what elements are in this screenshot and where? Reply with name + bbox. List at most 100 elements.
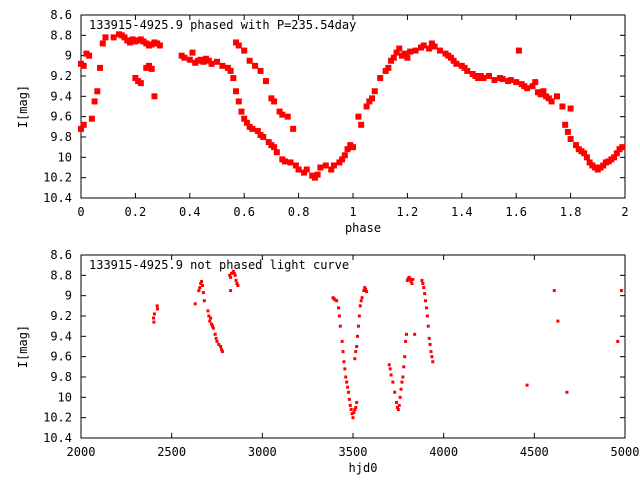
data-point xyxy=(303,166,310,173)
data-point xyxy=(355,345,359,348)
data-point xyxy=(189,49,196,56)
data-point xyxy=(152,320,156,324)
x-tick-label: 0.6 xyxy=(233,205,255,219)
data-point xyxy=(224,64,231,71)
data-point xyxy=(396,45,403,52)
data-point xyxy=(389,373,393,377)
data-point xyxy=(213,332,217,336)
data-point xyxy=(453,60,460,67)
data-point xyxy=(565,390,569,394)
data-point xyxy=(336,306,340,310)
data-point xyxy=(564,128,571,135)
x-tick-label: 4500 xyxy=(520,445,549,459)
data-point xyxy=(257,67,264,74)
data-point xyxy=(210,324,214,328)
data-point xyxy=(410,281,414,285)
data-point xyxy=(290,125,297,132)
data-point xyxy=(198,286,202,290)
data-point xyxy=(529,83,536,90)
data-point xyxy=(616,339,620,343)
x-tick-label: 5000 xyxy=(611,445,640,459)
data-point xyxy=(525,383,529,387)
x-tick-label: 0.4 xyxy=(179,205,201,219)
plot-frame xyxy=(80,254,626,439)
data-point xyxy=(344,375,348,379)
data-point xyxy=(408,277,412,281)
data-point xyxy=(507,77,514,84)
data-point xyxy=(430,355,434,359)
data-point xyxy=(450,57,457,64)
data-point xyxy=(201,291,205,295)
data-point xyxy=(413,332,417,336)
data-point xyxy=(271,144,278,151)
data-point xyxy=(619,144,626,151)
data-point xyxy=(567,105,574,112)
x-tick-label: 0.2 xyxy=(125,205,147,219)
data-point xyxy=(356,324,360,328)
data-point xyxy=(369,95,376,102)
data-point xyxy=(333,298,337,302)
data-point xyxy=(330,162,337,169)
x-axis-label: hjd0 xyxy=(349,461,378,475)
data-point xyxy=(235,98,242,105)
y-tick-label: 10.4 xyxy=(43,191,72,205)
data-point xyxy=(231,269,235,273)
y-tick-label: 10.2 xyxy=(43,411,72,425)
data-point xyxy=(181,54,188,61)
data-point xyxy=(407,48,414,55)
data-point xyxy=(364,288,368,292)
data-point xyxy=(346,390,350,394)
x-tick-label: 3500 xyxy=(339,445,368,459)
data-point xyxy=(148,65,155,72)
data-points xyxy=(152,269,623,420)
chart-title: 133915-4925.9 not phased light curve xyxy=(89,258,349,272)
data-point xyxy=(337,314,341,318)
x-tick-label: 1.6 xyxy=(505,205,527,219)
data-point xyxy=(276,108,283,115)
data-point xyxy=(422,286,426,290)
data-point xyxy=(405,278,409,282)
data-point xyxy=(328,166,335,173)
y-tick-label: 9 xyxy=(65,49,72,63)
data-point xyxy=(491,77,498,84)
y-tick-label: 9.8 xyxy=(50,370,72,384)
unphased-light-curve-panel: 2000 2500 3000 3500 4000 4500 5000 8.6 8.8 9 9.2 9.… xyxy=(16,248,639,475)
data-point xyxy=(287,159,294,166)
data-point xyxy=(397,403,401,407)
data-point xyxy=(80,62,87,69)
data-point xyxy=(232,271,236,275)
y-tick-label: 9.4 xyxy=(50,89,72,103)
data-point xyxy=(411,277,415,281)
data-point xyxy=(230,75,237,82)
data-point xyxy=(235,281,239,285)
data-point xyxy=(295,166,302,173)
data-point xyxy=(401,375,405,379)
data-point xyxy=(206,309,210,313)
data-point xyxy=(426,45,433,52)
data-point xyxy=(211,326,215,330)
data-point xyxy=(400,380,404,384)
data-point xyxy=(537,91,544,98)
data-point xyxy=(151,93,158,100)
data-point xyxy=(398,395,402,399)
data-point xyxy=(586,159,593,166)
data-point xyxy=(360,296,364,300)
y-tick-label: 9.6 xyxy=(50,350,72,364)
data-point xyxy=(284,113,291,120)
data-point xyxy=(532,79,539,86)
data-point xyxy=(424,299,428,303)
data-point xyxy=(219,62,226,69)
x-tick-label: 1.8 xyxy=(560,205,582,219)
data-point xyxy=(427,336,431,340)
data-point xyxy=(524,85,531,92)
data-point xyxy=(322,162,329,169)
y-tick-label: 8.6 xyxy=(50,248,72,262)
data-point xyxy=(260,134,267,140)
data-point xyxy=(515,47,522,54)
data-point xyxy=(393,390,397,394)
x-tick-label: 2 xyxy=(621,205,628,219)
data-point xyxy=(355,113,362,120)
data-point xyxy=(513,79,520,86)
data-point xyxy=(292,162,299,169)
